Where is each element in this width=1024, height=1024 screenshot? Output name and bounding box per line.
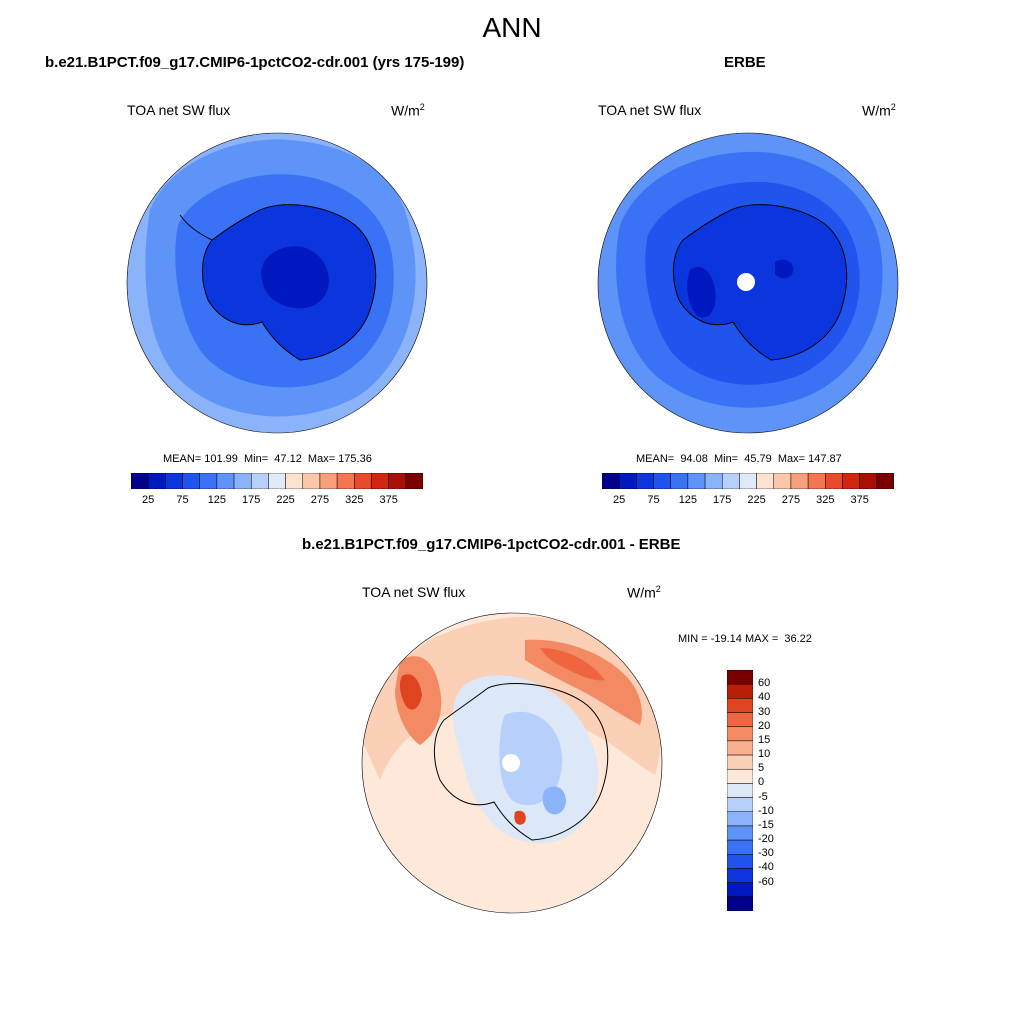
obs-pole-hole (737, 273, 755, 291)
colorbar-tick-label: 10 (758, 748, 771, 761)
colorbar-swatch (727, 896, 753, 911)
colorbar-tick-label: 375 (379, 494, 398, 506)
colorbar-swatch (727, 882, 753, 898)
colorbar-tick-label: 30 (758, 705, 771, 718)
colorbar-swatch (727, 726, 753, 742)
obs-panel-title: ERBE (724, 54, 766, 71)
model-panel-title: b.e21.B1PCT.f09_g17.CMIP6-1pctCO2-cdr.00… (45, 54, 465, 71)
colorbar-tick-label: 125 (207, 494, 227, 506)
colorbar-tick-label: -5 (758, 790, 768, 803)
colorbar-swatch (727, 797, 753, 813)
obs-stats: MEAN= 94.08 Min= 45.79 Max= 147.87 (636, 453, 842, 465)
diff-pole-hole (502, 754, 520, 772)
colorbar-tick-label: -10 (758, 804, 774, 817)
diff-cool-core (499, 711, 563, 806)
diff-warm-coast-spot (514, 810, 526, 825)
colorbar-tick-label: 275 (781, 494, 801, 506)
colorbar-swatch (727, 783, 753, 798)
colorbar-tick-label: 25 (613, 494, 626, 506)
obs-antarctica (672, 204, 848, 361)
colorbar-tick-label: 40 (758, 691, 771, 704)
colorbar-swatch (727, 768, 753, 784)
diff-panel-title: b.e21.B1PCT.f09_g17.CMIP6-1pctCO2-cdr.00… (302, 536, 681, 553)
colorbar-tick-label: 175 (713, 494, 732, 506)
obs-variable-label: TOA net SW flux (598, 102, 702, 118)
colorbar-tick-label: 175 (242, 494, 261, 506)
diff-cool-spot (542, 786, 566, 815)
colorbar-tick-label: 75 (647, 494, 660, 506)
colorbar-tick-label: 325 (816, 494, 835, 506)
colorbar-tick-label: -15 (758, 818, 774, 831)
diff-antarctica-coast (433, 683, 609, 841)
obs-units-label: W/m2 (862, 102, 896, 119)
colorbar-swatch (727, 740, 753, 756)
model-plateau-min (261, 246, 329, 309)
figure-title: ANN (482, 12, 542, 43)
model-colorbar (131, 473, 423, 489)
model-stats: MEAN= 101.99 Min= 47.12 Max= 175.36 (163, 453, 372, 465)
obs-colorbar-labels: 25 75 125 175 225 275 325 375 (602, 494, 894, 508)
model-colorbar-labels: 25 75 125 175 225 275 325 375 (131, 494, 423, 508)
colorbar-tick-label: -30 (758, 847, 774, 860)
colorbar-tick-label: 20 (758, 719, 771, 732)
colorbar-swatch (727, 825, 753, 841)
colorbar-tick-label: 25 (142, 494, 155, 506)
obs-colorbar (602, 473, 894, 489)
colorbar-tick-label: 375 (850, 494, 869, 506)
obs-west-min (687, 266, 716, 318)
obs-east-min (775, 259, 794, 279)
colorbar-tick-label: 0 (758, 776, 765, 789)
model-variable-label: TOA net SW flux (127, 102, 231, 118)
colorbar-tick-label: 225 (747, 494, 766, 506)
colorbar-tick-label: 15 (758, 733, 771, 746)
diff-variable-label: TOA net SW flux (362, 584, 466, 600)
colorbar-tick-label: 60 (758, 677, 771, 690)
colorbar-swatch (727, 854, 753, 869)
colorbar-tick-label: -60 (758, 875, 774, 888)
colorbar-tick-label: 325 (345, 494, 364, 506)
colorbar-swatch (727, 839, 753, 855)
diff-colorbar (727, 670, 753, 911)
diff-warm-peninsula-core (399, 674, 422, 710)
colorbar-swatch (727, 868, 753, 883)
colorbar-swatch (727, 670, 753, 685)
diff-units-label: W/m2 (627, 584, 661, 601)
colorbar-tick-label: -20 (758, 833, 774, 846)
colorbar-swatch (727, 712, 753, 727)
colorbar-swatch (727, 811, 753, 827)
colorbar-swatch (727, 754, 753, 770)
colorbar-tick-label: 225 (276, 494, 295, 506)
diff-stats: MIN = -19.14 MAX = 36.22 (678, 633, 812, 645)
diff-colorbar-labels: 60 40 30 20 15 10 5 0 -5 -10 -15 -20 -30 -40 -60 (758, 670, 788, 911)
colorbar-tick-label: 5 (758, 762, 765, 775)
colorbar-tick-label: 275 (310, 494, 330, 506)
colorbar-swatch (727, 698, 753, 713)
model-peninsula-coast (179, 214, 213, 241)
colorbar-tick-label: -40 (758, 861, 774, 874)
colorbar-tick-label: 125 (678, 494, 698, 506)
diff-warm-east-core (540, 648, 605, 681)
model-units-label: W/m2 (391, 102, 425, 119)
colorbar-swatch (727, 683, 753, 699)
colorbar-tick-label: 75 (176, 494, 189, 506)
